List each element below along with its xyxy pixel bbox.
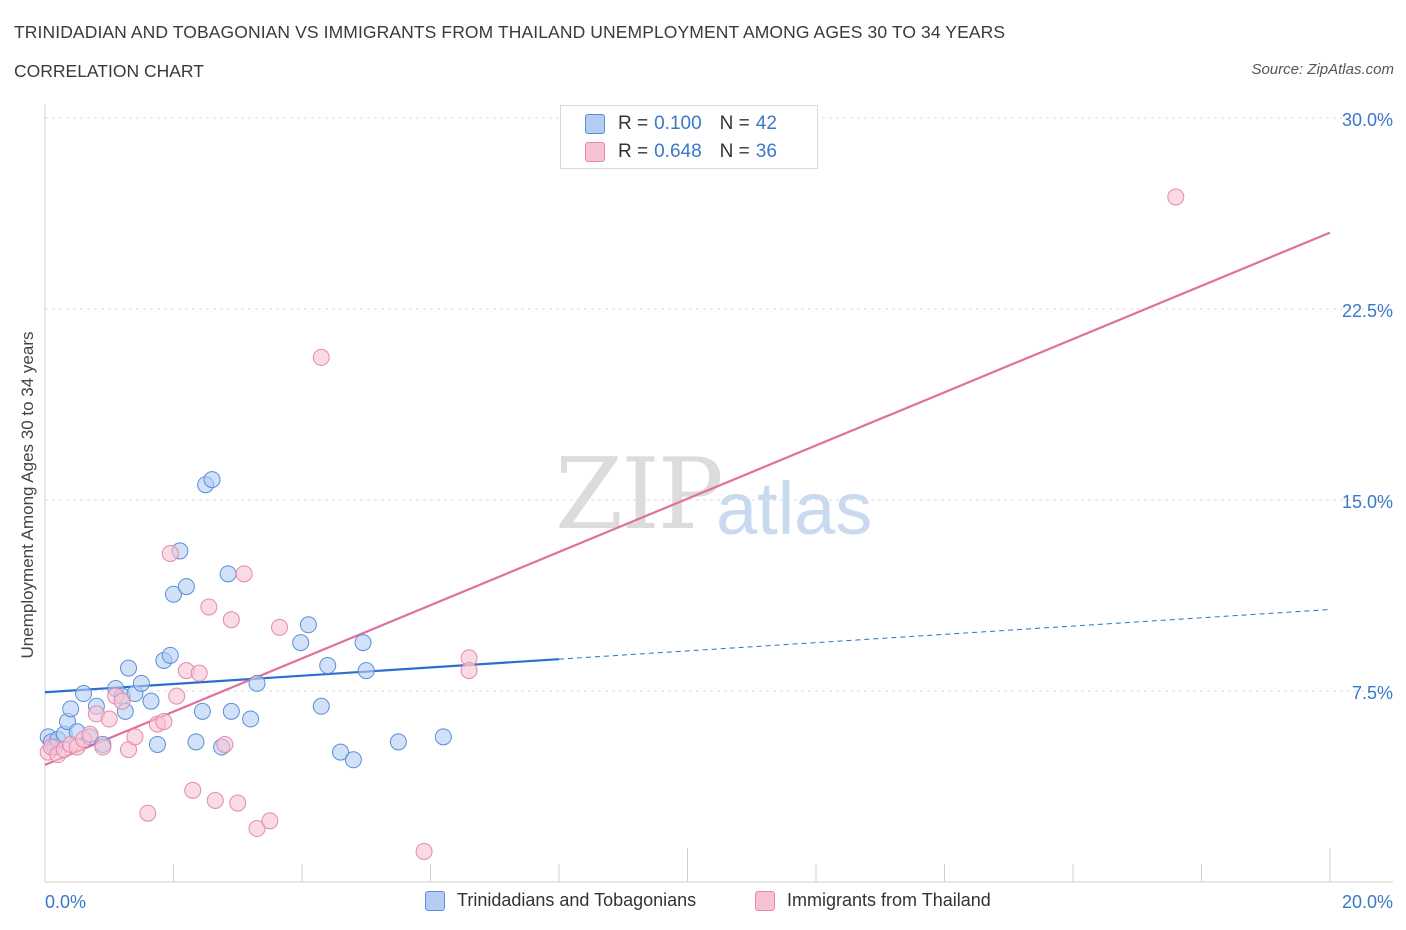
point-trinidadian: [177, 578, 195, 596]
point-trinidadian: [242, 710, 260, 728]
legend-swatch-blue: [425, 890, 445, 911]
point-thailand: [222, 611, 240, 629]
point-trinidadian: [292, 634, 310, 652]
watermark-atlas: atlas: [716, 467, 873, 550]
point-thailand: [161, 544, 179, 562]
y-tick-label: 30.0%: [1342, 110, 1393, 130]
point-trinidadian: [354, 634, 372, 652]
point-thailand: [190, 664, 208, 682]
r-value: 0.648: [654, 141, 702, 162]
y-tick-label: 22.5%: [1342, 301, 1393, 321]
point-trinidadian: [222, 702, 240, 720]
legend-swatch-blue: [585, 114, 605, 134]
point-thailand: [200, 598, 218, 616]
trend-line-extension: [558, 609, 1331, 660]
point-thailand: [113, 692, 131, 710]
point-trinidadian: [344, 751, 362, 769]
point-thailand: [460, 662, 478, 680]
r-value: 0.100: [654, 113, 702, 134]
source-attribution: Source: ZipAtlas.com: [1251, 61, 1394, 78]
point-trinidadian: [312, 697, 330, 715]
point-trinidadian: [120, 659, 138, 677]
n-label: N =: [719, 141, 750, 162]
point-trinidadian: [187, 733, 205, 751]
point-thailand: [1167, 188, 1185, 206]
chart-title: TRINIDADIAN AND TOBAGONIAN VS IMMIGRANTS…: [14, 22, 1006, 42]
legend-row-trinidadian: R = 0.100 N = 42: [585, 112, 777, 136]
point-thailand: [312, 348, 330, 366]
point-trinidadian: [165, 585, 182, 603]
point-thailand: [216, 735, 234, 753]
n-label: N =: [719, 113, 750, 134]
point-trinidadian: [142, 692, 160, 710]
point-trinidadian: [219, 565, 237, 583]
y-tick-label: 15.0%: [1342, 492, 1393, 512]
y-axis-label: Unemployment Among Ages 30 to 34 years: [18, 331, 37, 659]
x-tick-label: 0.0%: [45, 892, 86, 912]
r-label: R =: [618, 141, 649, 162]
point-thailand: [261, 812, 279, 830]
point-trinidadian: [357, 662, 375, 680]
point-thailand: [248, 820, 266, 838]
chart-subtitle: CORRELATION CHART: [14, 61, 204, 81]
correlation-legend: R = 0.100 N = 42 R = 0.648 N = 36: [560, 105, 818, 169]
point-trinidadian: [319, 657, 337, 675]
axes: [44, 104, 1393, 883]
point-trinidadian: [75, 685, 93, 703]
point-trinidadian: [161, 646, 179, 664]
point-thailand: [206, 792, 224, 810]
point-trinidadian: [132, 674, 150, 692]
point-thailand: [139, 804, 157, 822]
legend-item-thailand: Immigrants from Thailand: [755, 890, 991, 911]
point-thailand: [94, 738, 112, 756]
grid-lines: [45, 117, 1393, 692]
point-trinidadian: [332, 743, 350, 761]
tick-labels: 7.5% 15.0% 22.5% 30.0% 0.0% 20.0%: [45, 110, 1393, 912]
point-thailand: [415, 842, 433, 860]
point-trinidadian: [248, 674, 266, 692]
point-thailand: [168, 687, 186, 705]
point-trinidadian: [148, 735, 166, 753]
r-label: R =: [618, 113, 649, 134]
legend-row-thailand: R = 0.648 N = 36: [585, 140, 777, 164]
point-trinidadian: [193, 702, 211, 720]
legend-item-trinidadian: Trinidadians and Tobagonians: [425, 890, 696, 911]
legend-swatch-pink: [755, 890, 775, 911]
trend-lines: [44, 231, 1331, 766]
point-trinidadian: [434, 728, 452, 746]
point-trinidadian: [62, 700, 80, 718]
point-thailand: [271, 618, 289, 636]
legend-label: Immigrants from Thailand: [787, 890, 991, 910]
point-thailand: [235, 565, 253, 583]
point-thailand: [184, 781, 202, 799]
y-tick-label: 7.5%: [1352, 683, 1393, 703]
point-thailand: [126, 728, 144, 746]
point-trinidadian: [299, 616, 317, 634]
point-thailand: [229, 794, 247, 812]
point-trinidadian: [203, 471, 221, 489]
legend-swatch-pink: [585, 142, 605, 162]
point-trinidadian: [389, 733, 407, 751]
n-value: 42: [755, 113, 777, 134]
data-points: [39, 188, 1185, 860]
point-thailand: [155, 713, 173, 731]
point-thailand: [81, 725, 99, 743]
point-thailand: [100, 710, 118, 728]
legend-label: Trinidadians and Tobagonians: [457, 890, 697, 910]
trend-line-thailand: [44, 231, 1331, 766]
x-tick-label: 20.0%: [1342, 892, 1393, 912]
n-value: 36: [755, 141, 777, 162]
